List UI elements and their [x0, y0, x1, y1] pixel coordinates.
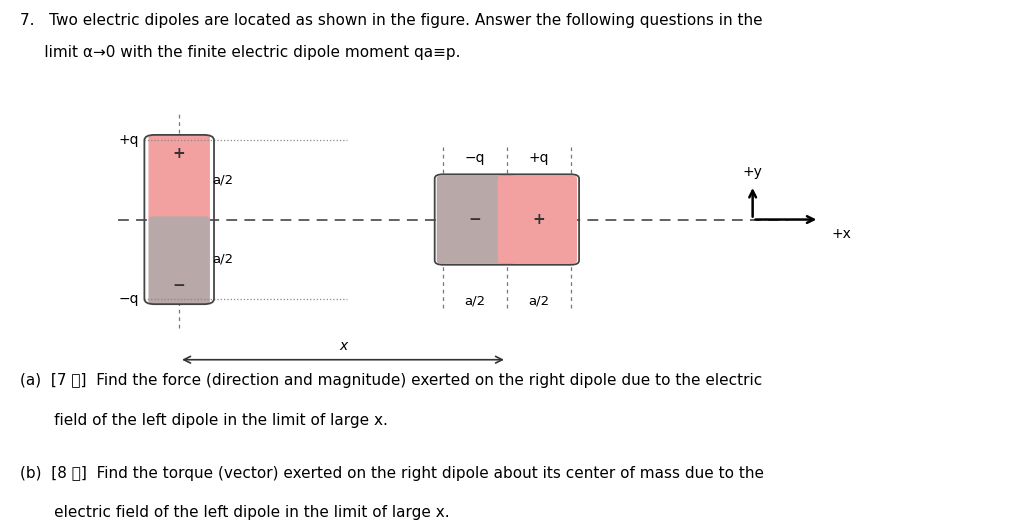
FancyBboxPatch shape: [436, 175, 516, 263]
Text: electric field of the left dipole in the limit of large x.: electric field of the left dipole in the…: [20, 505, 451, 520]
Text: −q: −q: [119, 292, 139, 306]
Text: field of the left dipole in the limit of large x.: field of the left dipole in the limit of…: [20, 413, 388, 427]
FancyBboxPatch shape: [498, 175, 578, 263]
Text: (a)  [7 점]  Find the force (direction and magnitude) exerted on the right dipole: (a) [7 점] Find the force (direction and …: [20, 373, 763, 388]
Text: a/2: a/2: [212, 174, 233, 186]
Text: +y: +y: [742, 165, 763, 179]
Text: (b)  [8 점]  Find the torque (vector) exerted on the right dipole about its cente: (b) [8 점] Find the torque (vector) exert…: [20, 466, 765, 480]
Text: limit α→0 with the finite electric dipole moment qa≡p.: limit α→0 with the finite electric dipol…: [20, 45, 461, 60]
Text: +x: +x: [831, 227, 851, 241]
FancyBboxPatch shape: [148, 216, 210, 305]
Text: +q: +q: [119, 133, 139, 147]
Text: x: x: [339, 340, 347, 353]
Text: −: −: [173, 278, 185, 293]
Text: +: +: [532, 212, 545, 227]
Text: −: −: [469, 212, 481, 227]
Text: 7.   Two electric dipoles are located as shown in the figure. Answer the followi: 7. Two electric dipoles are located as s…: [20, 13, 763, 28]
Text: +q: +q: [528, 151, 549, 165]
FancyBboxPatch shape: [148, 134, 210, 223]
Text: a/2: a/2: [464, 295, 485, 308]
Text: +: +: [173, 146, 185, 161]
Text: a/2: a/2: [212, 253, 233, 266]
Text: a/2: a/2: [528, 295, 550, 308]
Text: −q: −q: [465, 151, 485, 165]
